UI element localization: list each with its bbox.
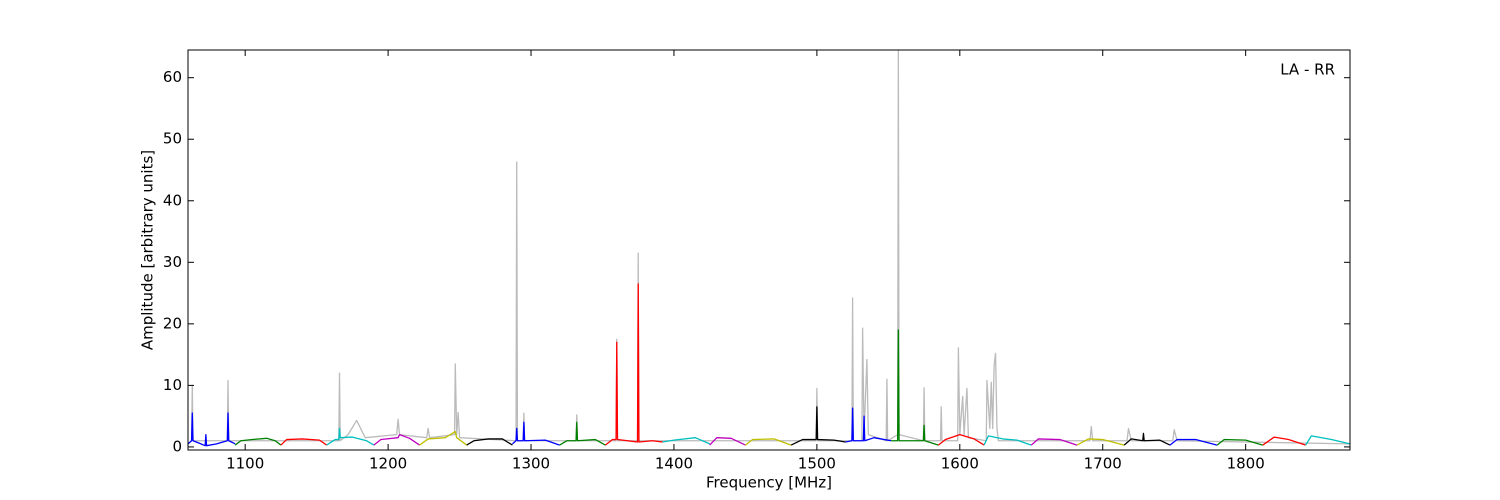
spectrum-line: [745, 438, 792, 446]
x-tick-label: 1300: [512, 455, 550, 473]
spectrum-line: [604, 283, 663, 446]
spectrum-line: [559, 421, 606, 446]
spectrum-line: [983, 435, 1032, 446]
x-tick-label: 1200: [369, 455, 407, 473]
spectrum-line: [1305, 435, 1351, 446]
y-tick-label: 60: [163, 68, 182, 86]
spectrum-line: [419, 430, 468, 446]
spectrum-line: [662, 437, 710, 445]
spectrum-line: [187, 49, 1351, 445]
y-axis-label: Amplitude [arbitrary units]: [139, 150, 157, 350]
y-tick-label: 30: [163, 253, 182, 271]
spectrum-line: [891, 329, 939, 446]
spectrum-line: [790, 406, 846, 446]
spectrum-line: [234, 437, 282, 446]
spectrum-line: [280, 438, 328, 446]
spectrum-line: [937, 433, 985, 446]
plot-frame: [187, 49, 1351, 451]
spectrum-line: [1123, 432, 1171, 446]
spectrum-line: [373, 433, 420, 446]
x-tick-label: 1400: [655, 455, 693, 473]
y-tick-label: 0: [172, 437, 182, 455]
spectrum-line: [1216, 438, 1263, 446]
x-tick-label: 1100: [226, 455, 264, 473]
x-tick-label: 1600: [941, 455, 979, 473]
spectrum-line: [709, 437, 746, 446]
x-tick-label: 1500: [798, 455, 836, 473]
y-tick-label: 40: [163, 191, 182, 209]
annotation: LA - RR: [1280, 61, 1335, 79]
spectrum-line: [512, 421, 560, 446]
x-tick-label: 1700: [1084, 455, 1122, 473]
spectrum-line: [845, 407, 892, 443]
spectrum-line: [1030, 438, 1078, 446]
y-tick-label: 50: [163, 130, 182, 148]
spectrum-line: [1262, 436, 1306, 446]
spectrum-line: [187, 412, 236, 447]
x-axis-label: Frequency [MHz]: [706, 474, 832, 492]
spectrum-line: [1076, 438, 1125, 446]
spectrum-line: [1169, 438, 1218, 446]
y-tick-label: 10: [163, 376, 182, 394]
y-tick-label: 20: [163, 314, 182, 332]
spectrum-line: [466, 438, 513, 446]
x-tick-label: 1800: [1227, 455, 1265, 473]
spectrum-line: [326, 427, 375, 446]
